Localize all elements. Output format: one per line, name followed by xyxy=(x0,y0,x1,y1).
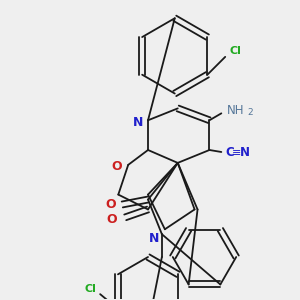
Text: O: O xyxy=(105,198,116,211)
Text: Cl: Cl xyxy=(229,46,241,56)
Text: N: N xyxy=(240,146,250,160)
Text: O: O xyxy=(111,160,122,173)
Text: NH: NH xyxy=(227,104,245,117)
Text: ≡: ≡ xyxy=(232,148,242,158)
Text: 2: 2 xyxy=(247,108,253,117)
Text: C: C xyxy=(225,146,234,160)
Text: N: N xyxy=(133,116,143,129)
Text: O: O xyxy=(106,213,117,226)
Text: N: N xyxy=(149,232,159,245)
Text: Cl: Cl xyxy=(84,284,96,294)
